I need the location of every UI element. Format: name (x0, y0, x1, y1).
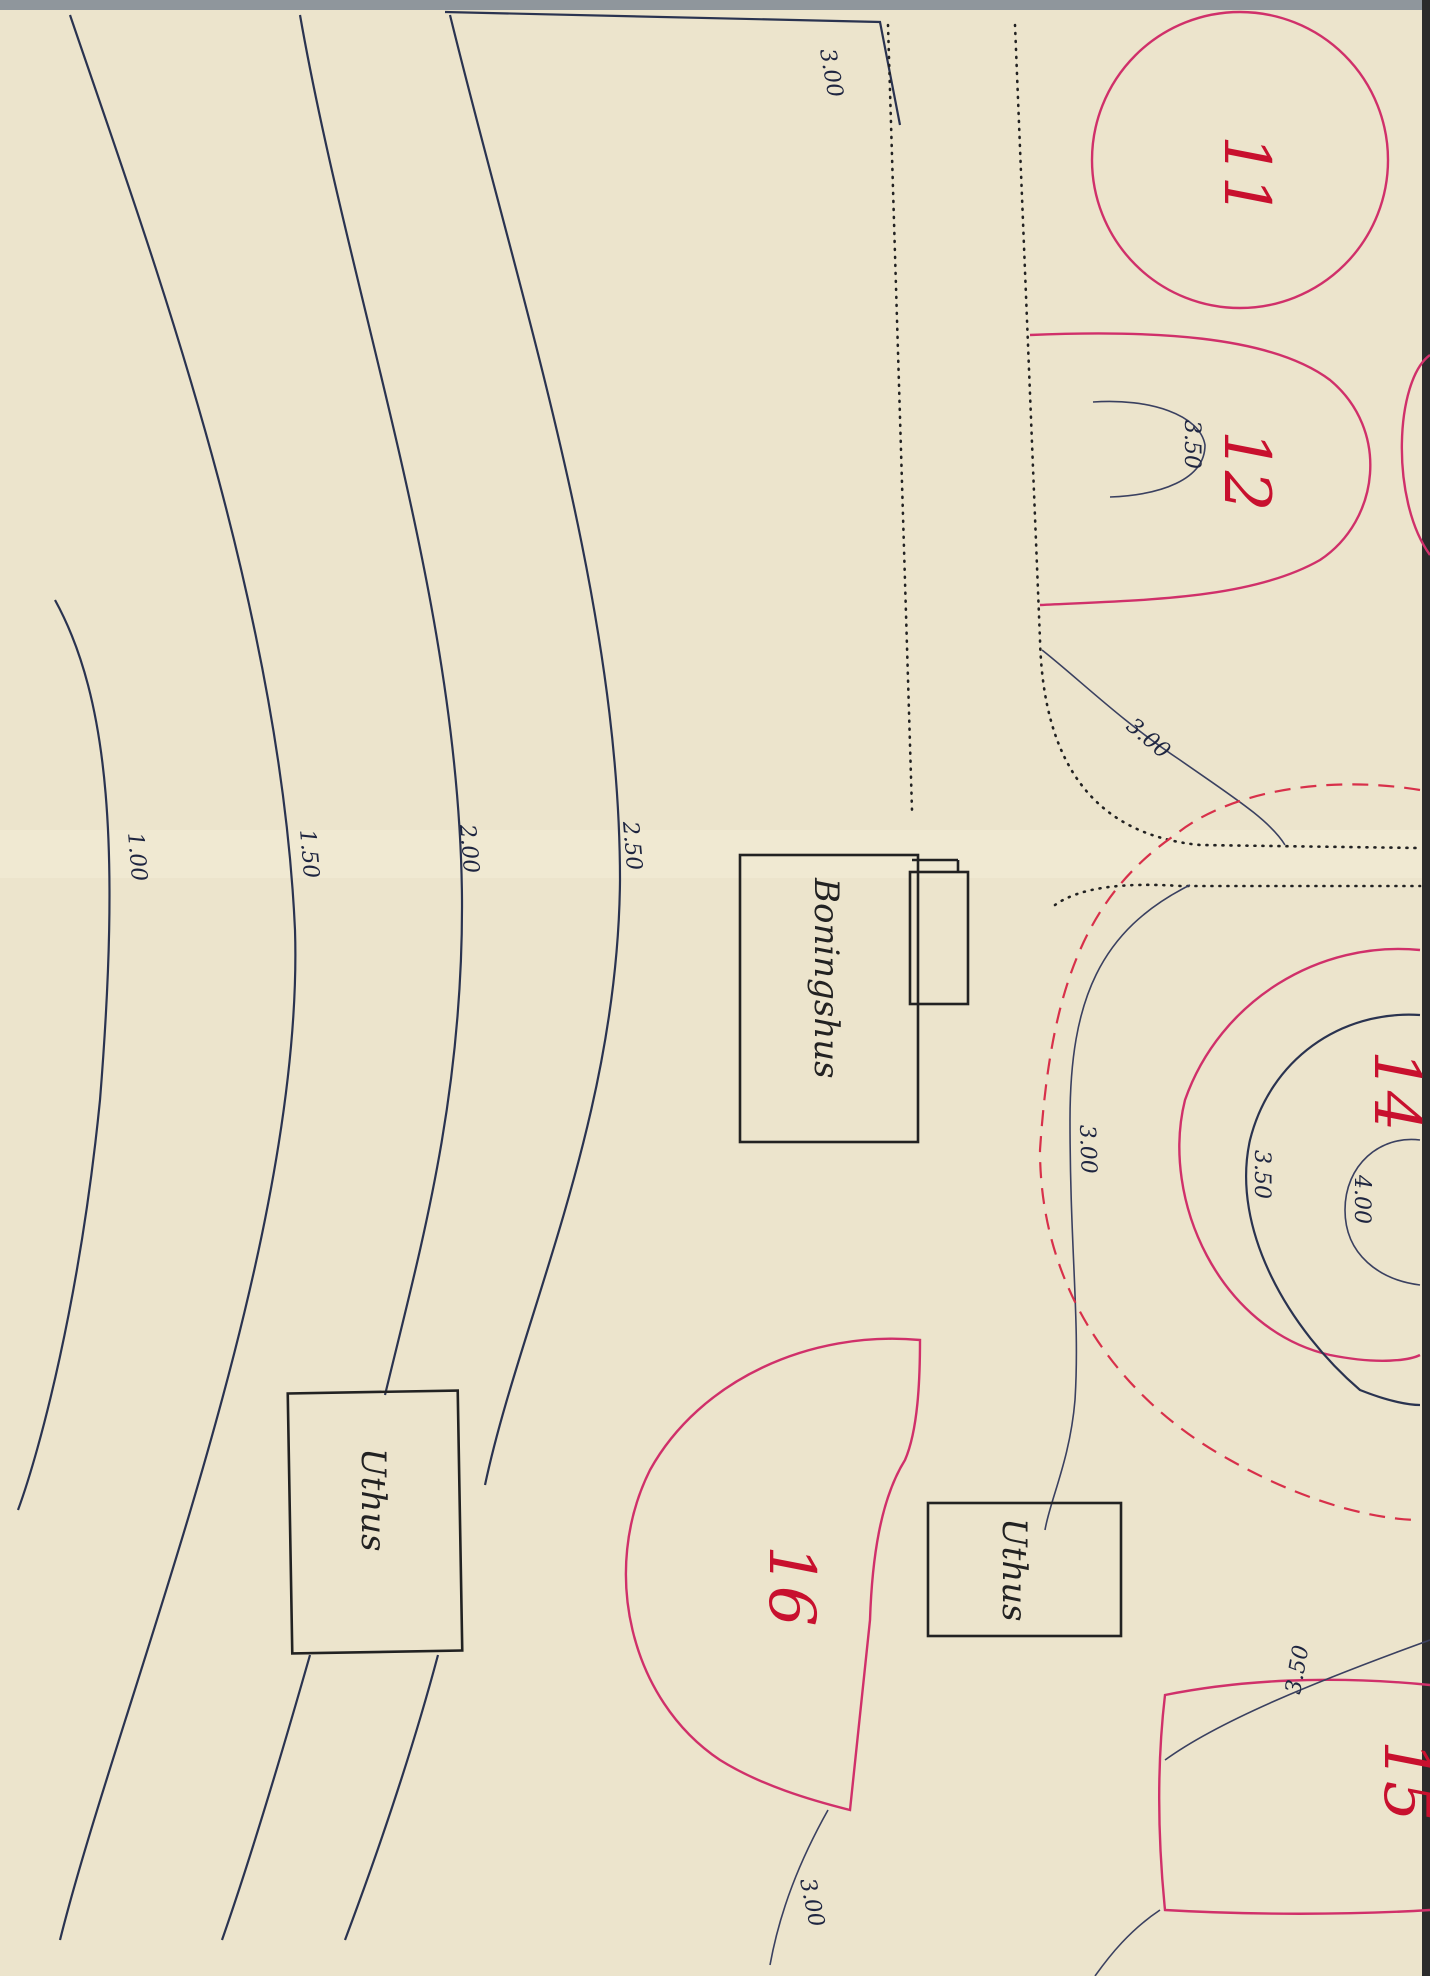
boningshus-label: Boningshus (806, 877, 846, 1079)
contour-line-300-center (1044, 884, 1191, 1531)
contour-label-100: 1.00 (122, 831, 151, 882)
mound-14-number: 14 (1359, 1050, 1430, 1131)
mound-11-outline (1090, 10, 1390, 310)
contour-label-200: 2.00 (454, 822, 483, 874)
contour-label-300-center: 3.00 (1074, 1124, 1101, 1174)
contour-label-250: 2.50 (617, 819, 646, 871)
contour-line-300-bottom (769, 1809, 829, 1966)
mound-14-outline (1178, 947, 1421, 1362)
contour-label-350-mound14: 3.50 (1249, 1150, 1274, 1199)
contour-line-250 (343, 14, 622, 1941)
dotted-boundary-lower (1053, 883, 1422, 907)
mound-12-outline (1029, 332, 1372, 607)
contour-label-150: 1.50 (294, 828, 323, 879)
contour-line-100 (16, 599, 111, 1511)
uthus-left-building (286, 1389, 464, 1655)
contour-line-300-mid (1041, 649, 1286, 846)
dashed-boundary-mound14 (1038, 783, 1421, 1522)
dotted-boundary-right (1013, 23, 1422, 850)
scan-right-edge (1422, 0, 1430, 1976)
mound-11-number: 11 (1209, 135, 1283, 216)
uthus-right-label: Uthus (994, 1518, 1034, 1622)
mound-16-outline (624, 1337, 922, 1812)
contour-line-200 (220, 14, 464, 1941)
mound-15-outline (1158, 1678, 1430, 1915)
boningshus-annex (908, 870, 970, 1006)
contour-line-350-mound12 (1092, 400, 1206, 498)
contour-line-350-mound14 (1245, 1013, 1421, 1407)
contour-line-bottom-right (1094, 1909, 1161, 1976)
contour-label-400-mound14: 4.00 (1349, 1174, 1374, 1224)
dotted-boundary-left (886, 23, 914, 812)
uthus-right-building (926, 1501, 1123, 1638)
contour-line-350-mound15 (1164, 1639, 1430, 1761)
contour-label-350-mound12: 3.50 (1179, 420, 1204, 469)
boningshus-building (738, 853, 920, 1144)
mound-12-number: 12 (1209, 430, 1283, 511)
mound-13-partial-outline (1400, 354, 1430, 556)
mound-16-number: 16 (754, 1545, 828, 1626)
paper-fold-band (0, 830, 1422, 878)
scan-top-edge (0, 0, 1430, 10)
uthus-left-label: Uthus (353, 1448, 393, 1552)
plot-boundary-top (444, 10, 902, 126)
mound-15-number: 15 (1369, 1740, 1430, 1821)
contour-line-150 (58, 14, 297, 1941)
contour-line-400-mound14 (1344, 1138, 1421, 1286)
